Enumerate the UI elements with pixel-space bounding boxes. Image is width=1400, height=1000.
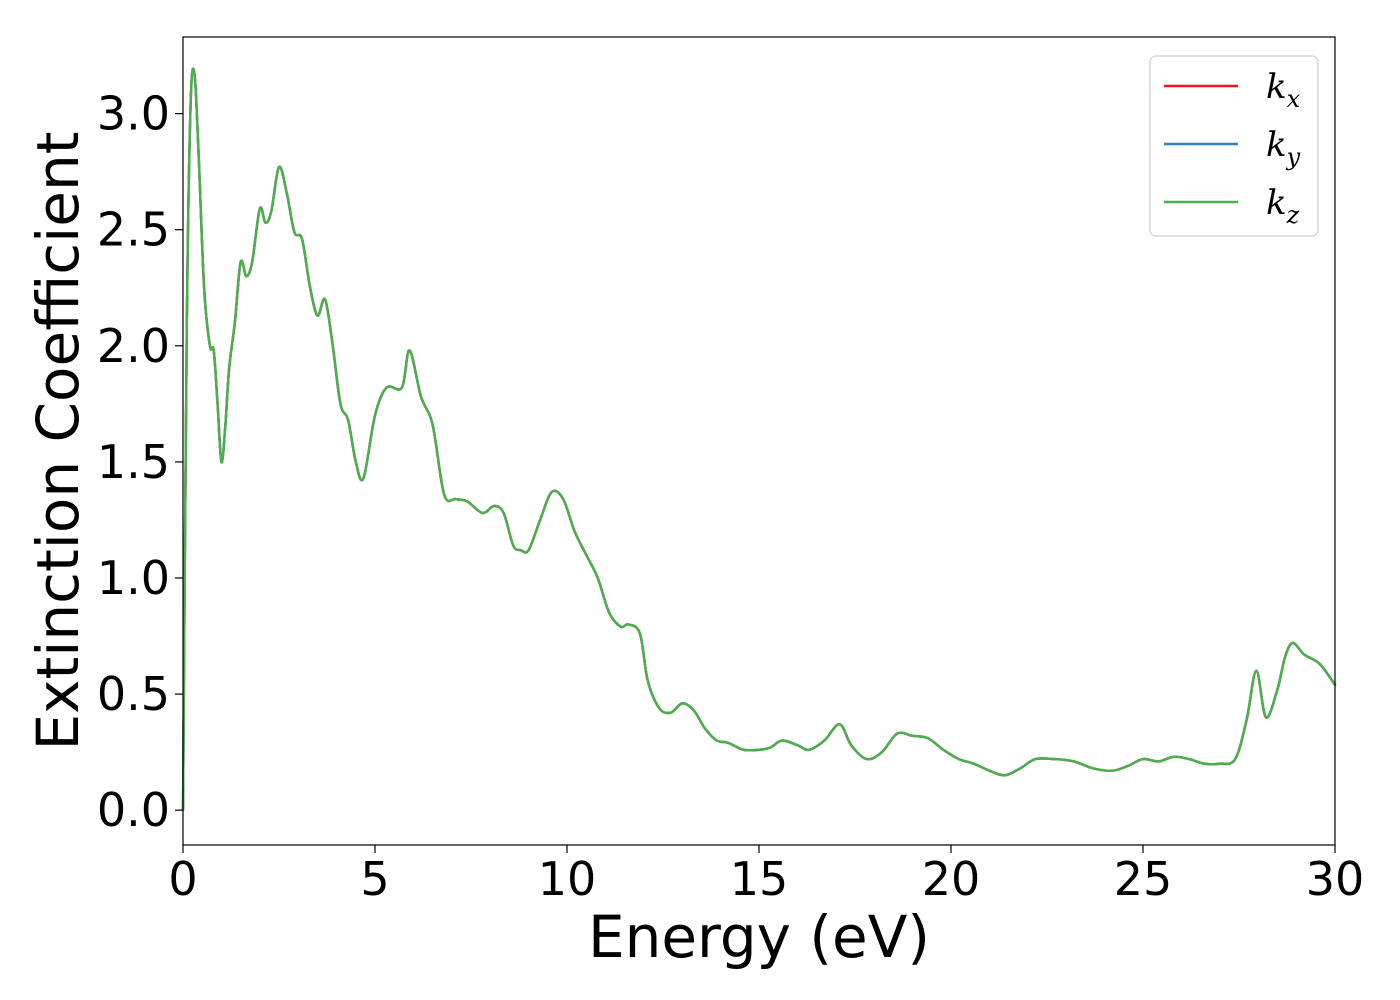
- legend-label-ky: ky: [1266, 125, 1301, 171]
- x-tick-label: 15: [730, 852, 789, 906]
- y-axis-title: Extinction Coefficient: [24, 132, 92, 751]
- x-tick-label: 25: [1114, 852, 1173, 906]
- x-tick-label: 0: [168, 852, 197, 906]
- y-tick-label: 2.5: [97, 203, 170, 257]
- x-tick-label: 5: [360, 852, 389, 906]
- y-tick-label: 0.5: [97, 667, 170, 721]
- y-tick-label: 2.0: [97, 319, 170, 373]
- series-line-kz: [181, 67, 1337, 812]
- y-tick-label: 1.0: [97, 551, 170, 605]
- legend-label-kz: kz: [1266, 183, 1300, 229]
- series-lines: [181, 67, 1337, 812]
- x-tick-label: 30: [1306, 852, 1365, 906]
- x-axis-title: Energy (eV): [588, 903, 930, 971]
- x-axis-ticks: 0 5 10 15 20 25 30: [168, 845, 1364, 906]
- legend-label-kx: kx: [1266, 67, 1301, 113]
- x-tick-label: 20: [922, 852, 981, 906]
- y-tick-label: 0.0: [97, 783, 170, 837]
- y-axis-ticks: 0.0 0.5 1.0 1.5 2.0 2.5 3.0: [97, 87, 183, 837]
- x-tick-label: 10: [538, 852, 597, 906]
- y-tick-label: 1.5: [97, 435, 170, 489]
- legend-box: [1149, 55, 1319, 237]
- legend: kx ky kz: [1149, 55, 1319, 237]
- y-tick-label: 3.0: [97, 87, 170, 141]
